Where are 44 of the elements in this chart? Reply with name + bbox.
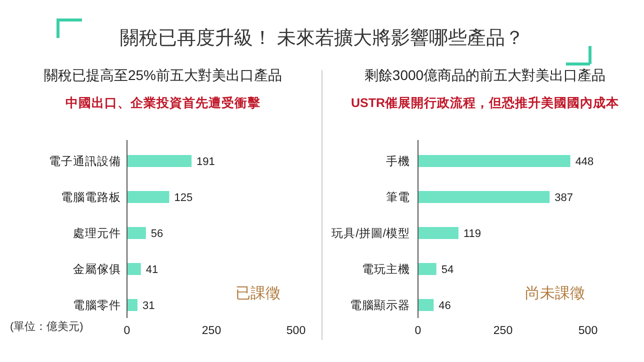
x-tick-label: 0 (124, 325, 130, 337)
chart-title: 剩餘3000億商品的前五大對美出口產品 (364, 67, 606, 83)
data-label: 387 (554, 192, 573, 204)
data-label: 56 (150, 228, 164, 240)
data-label: 191 (196, 156, 215, 168)
data-label: 41 (146, 264, 158, 276)
y-tick-label: 筆電 (386, 191, 410, 204)
data-label: 46 (438, 300, 451, 312)
bar (127, 191, 170, 203)
bar (127, 155, 192, 167)
data-label: 125 (174, 192, 193, 204)
y-tick-label: 電腦電路板 (61, 191, 121, 204)
data-label: 54 (441, 264, 454, 276)
x-tick-label: 0 (414, 325, 422, 337)
bar (418, 191, 550, 203)
bar (418, 155, 570, 167)
y-tick-label: 電腦零件 (73, 299, 121, 312)
y-tick-label: 電子通訊設備 (49, 155, 121, 168)
chart-subtitle: 中國出口、企業投資首先遭受衝擊 (66, 95, 260, 110)
data-label: 119 (463, 228, 482, 240)
chart-subtitle: USTR催展開行政流程，但恐推升美國國內成本 (350, 95, 620, 110)
y-tick-label: 金屬傢俱 (73, 262, 121, 276)
x-tick-label: 250 (202, 325, 222, 337)
annotation: 尚未課徵 (525, 285, 585, 302)
bar (418, 263, 436, 275)
bar (418, 299, 434, 311)
x-tick-label: 500 (578, 325, 598, 337)
data-label: 448 (575, 156, 594, 168)
bar (127, 227, 146, 239)
y-tick-label: 玩具/拼圖/模型 (332, 227, 410, 240)
text: 關稅已再度升級！ 未來若擴大將影響哪些產品？ (120, 27, 524, 49)
x-tick-label: 250 (493, 325, 513, 337)
bar (127, 299, 138, 311)
data-label: 31 (142, 300, 155, 312)
bar (418, 227, 458, 239)
y-tick-label: 處理元件 (73, 227, 121, 240)
y-tick-label: 電玩主機 (362, 262, 410, 276)
annotation: 已課徵 (236, 285, 280, 302)
chart-title: 關稅已提高至25%前五大對美出口產品 (44, 67, 282, 83)
text: (單位：億美元) (10, 320, 84, 333)
y-tick-label: 電腦顯示器 (350, 299, 410, 312)
bar (127, 263, 141, 275)
x-tick-label: 500 (286, 325, 306, 337)
y-tick-label: 手機 (386, 154, 410, 168)
